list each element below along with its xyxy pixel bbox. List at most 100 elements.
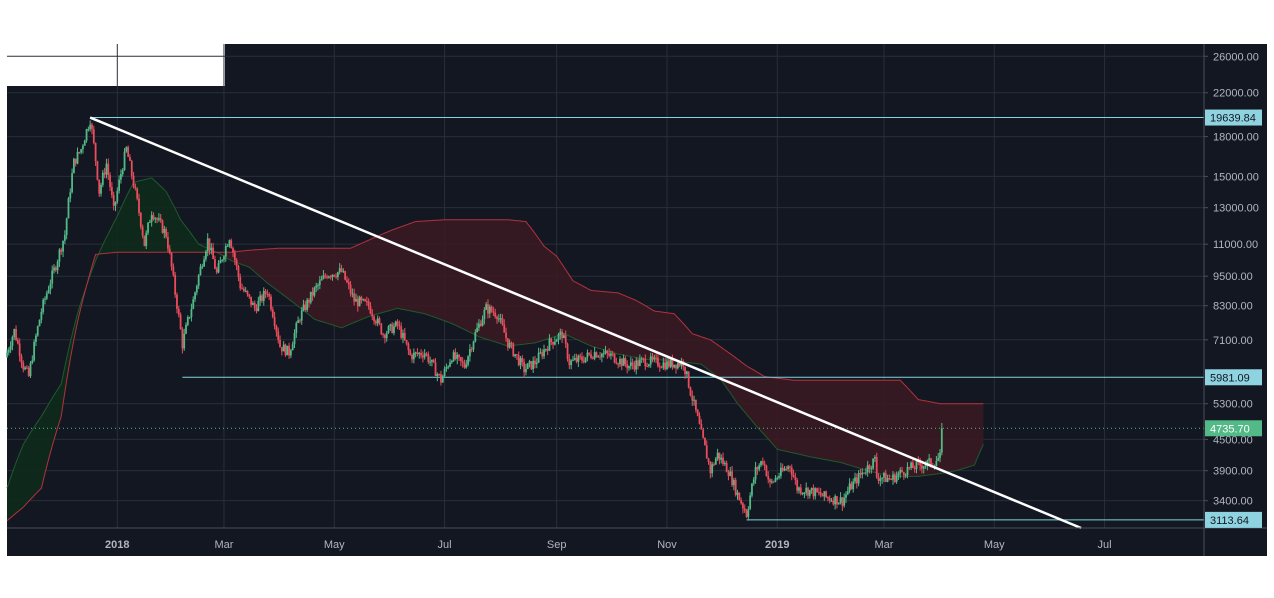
candle-down <box>268 294 271 297</box>
candle-down <box>877 477 880 481</box>
candle-down <box>344 271 347 280</box>
candle-down <box>250 296 253 305</box>
candle-down <box>704 437 706 446</box>
candle-down <box>590 354 592 358</box>
candle-up <box>629 362 632 367</box>
candle-down <box>25 367 28 369</box>
candle-up <box>244 290 247 292</box>
candle-down <box>568 358 571 366</box>
candle-down <box>103 172 106 175</box>
candle-up <box>747 508 750 517</box>
candle-down <box>255 308 258 312</box>
candle-down <box>667 361 670 367</box>
candle-down <box>698 415 701 424</box>
candle-down <box>374 321 377 324</box>
candle-down <box>642 358 645 360</box>
candle-down <box>825 491 827 498</box>
candle-down <box>888 478 891 480</box>
candle-up <box>29 362 32 377</box>
candle-down <box>340 268 343 272</box>
candle-up <box>423 353 426 358</box>
candle-down <box>790 467 793 475</box>
candle-down <box>22 362 25 370</box>
candle-down <box>98 179 101 194</box>
candle-down <box>613 353 616 363</box>
candle-up <box>563 335 565 339</box>
candle-down <box>646 366 648 368</box>
candle-down <box>130 160 133 176</box>
candle-up <box>635 360 638 370</box>
candle-down <box>796 480 799 491</box>
candle-up <box>105 163 108 175</box>
candle-down <box>490 306 493 312</box>
candle-up <box>714 458 717 465</box>
candle-up <box>63 234 66 241</box>
candle-down <box>626 364 629 369</box>
candle-down <box>159 218 162 221</box>
candle-down <box>487 304 489 314</box>
candle-down <box>74 158 77 164</box>
time-axis-label: Jul <box>1098 539 1112 551</box>
candle-up <box>389 324 392 327</box>
candle-down <box>579 355 582 357</box>
candle-up <box>317 284 319 286</box>
candle-up <box>814 488 817 497</box>
candle-down <box>391 324 394 333</box>
candle-up <box>120 174 122 180</box>
candle-up <box>922 466 925 469</box>
candle-down <box>409 350 412 356</box>
candle-up <box>528 361 531 364</box>
candle-down <box>745 510 748 517</box>
candle-down <box>799 487 802 494</box>
candle-down <box>671 359 674 368</box>
candle-down <box>396 321 399 325</box>
candle-down <box>420 352 422 356</box>
candle-down <box>725 463 728 473</box>
candle-up <box>67 198 70 219</box>
candle-up <box>385 333 388 339</box>
price-axis-label: 26000.00 <box>1213 51 1259 63</box>
candle-down <box>700 423 703 430</box>
candle-up <box>183 333 186 349</box>
candle-down <box>530 361 533 370</box>
candle-up <box>619 359 621 365</box>
candle-down <box>380 323 383 335</box>
candle-up <box>525 369 527 373</box>
candle-down <box>767 476 770 480</box>
candle-down <box>832 500 835 505</box>
candle-up <box>548 338 551 351</box>
candle-down <box>743 508 746 511</box>
candle-up <box>83 140 86 146</box>
time-axis-label: 2018 <box>105 539 129 551</box>
candle-up <box>226 245 229 247</box>
candle-down <box>863 472 865 474</box>
candle-down <box>564 335 567 344</box>
candle-up <box>80 149 83 153</box>
candle-up <box>338 268 341 273</box>
candle-down <box>434 362 437 376</box>
candle-up <box>649 356 652 365</box>
candle-down <box>731 471 733 486</box>
price-axis-label: 8300.00 <box>1213 301 1253 313</box>
candle-up <box>472 341 475 350</box>
candle-up <box>429 361 432 363</box>
candle-down <box>411 355 413 360</box>
candle-up <box>306 299 309 310</box>
candle-up <box>412 352 415 360</box>
candle-down <box>60 249 63 252</box>
candle-down <box>631 362 634 365</box>
candle-down <box>740 500 743 504</box>
candle-down <box>152 215 155 220</box>
candle-down <box>421 355 424 358</box>
candle-up <box>924 465 927 467</box>
candle-up <box>557 334 560 340</box>
candle-down <box>463 362 466 368</box>
candle-up <box>145 232 148 247</box>
candle-up <box>915 461 918 470</box>
price-axis-label: 5300.00 <box>1213 399 1253 411</box>
candle-up <box>195 285 198 293</box>
candle-up <box>45 293 48 299</box>
candle-up <box>628 366 630 369</box>
candle-down <box>930 458 932 466</box>
